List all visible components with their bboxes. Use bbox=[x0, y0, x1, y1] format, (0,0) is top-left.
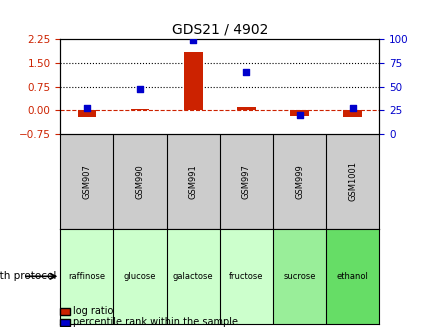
Bar bbox=[343, 110, 361, 117]
Bar bbox=[272, 229, 326, 324]
Text: GSM991: GSM991 bbox=[188, 164, 197, 199]
Bar bbox=[289, 110, 308, 116]
Point bbox=[83, 106, 90, 111]
Point bbox=[243, 70, 249, 75]
Bar bbox=[237, 107, 255, 110]
Bar bbox=[113, 229, 166, 324]
Text: GSM990: GSM990 bbox=[135, 164, 144, 199]
Text: ethanol: ethanol bbox=[336, 272, 368, 281]
Text: raffinose: raffinose bbox=[68, 272, 105, 281]
Text: log ratio: log ratio bbox=[73, 306, 114, 316]
Text: GSM997: GSM997 bbox=[241, 164, 250, 199]
Bar bbox=[326, 229, 378, 324]
Text: glucose: glucose bbox=[123, 272, 156, 281]
Bar bbox=[130, 109, 149, 110]
Text: galactose: galactose bbox=[172, 272, 213, 281]
Text: fructose: fructose bbox=[229, 272, 263, 281]
Point bbox=[189, 38, 196, 43]
Text: GSM1001: GSM1001 bbox=[347, 162, 356, 201]
Bar bbox=[184, 52, 202, 110]
Text: percentile rank within the sample: percentile rank within the sample bbox=[73, 317, 238, 327]
Point bbox=[348, 106, 355, 111]
Text: sucrose: sucrose bbox=[283, 272, 315, 281]
Text: GSM999: GSM999 bbox=[295, 164, 303, 199]
Text: GSM907: GSM907 bbox=[82, 164, 91, 199]
Bar bbox=[60, 229, 113, 324]
Bar bbox=[166, 229, 219, 324]
Point bbox=[136, 86, 143, 91]
Bar bbox=[77, 110, 96, 117]
Text: growth protocol: growth protocol bbox=[0, 271, 56, 281]
Point bbox=[295, 112, 302, 118]
Bar bbox=[219, 229, 272, 324]
Title: GDS21 / 4902: GDS21 / 4902 bbox=[171, 23, 267, 37]
